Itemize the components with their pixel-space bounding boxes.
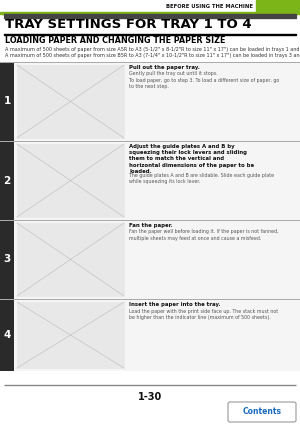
Bar [4,14,296,16]
Text: BEFORE USING THE MACHINE: BEFORE USING THE MACHINE [166,3,253,8]
Bar [0,220,300,299]
Text: A maximum of 500 sheets of paper from size B5R to A3 (7-1/4" x 10-1/2"R to size : A maximum of 500 sheets of paper from si… [5,53,300,58]
Text: A maximum of 500 sheets of paper from size A5R to A3 (5-1/2" x 8-1/2"R to size 1: A maximum of 500 sheets of paper from si… [5,47,300,52]
Bar [0,12,300,14]
Bar [0,299,300,371]
Bar [0,0,300,12]
Text: 1: 1 [3,97,10,106]
Bar [4,34,296,35]
Text: Pull out the paper tray.: Pull out the paper tray. [129,65,200,70]
Text: 2: 2 [3,176,10,186]
Bar [256,0,300,12]
Bar [0,141,300,220]
Text: Load the paper with the print side face up. The stack must not
be higher than th: Load the paper with the print side face … [129,309,278,320]
Bar [0,62,14,141]
Text: Insert the paper into the tray.: Insert the paper into the tray. [129,302,220,307]
FancyBboxPatch shape [228,402,296,422]
Bar [17,144,124,217]
Bar [0,141,14,220]
Bar [0,141,300,142]
Text: TRAY SETTINGS FOR TRAY 1 TO 4: TRAY SETTINGS FOR TRAY 1 TO 4 [5,18,252,31]
Text: LOADING PAPER AND CHANGING THE PAPER SIZE: LOADING PAPER AND CHANGING THE PAPER SIZ… [5,36,225,45]
Text: 4: 4 [3,330,11,340]
Text: The guide plates A and B are slidable. Slide each guide plate
while squeezing it: The guide plates A and B are slidable. S… [129,173,274,184]
Bar [17,223,124,296]
Text: Contents: Contents [242,407,281,416]
Bar [0,299,14,371]
Bar [0,220,14,299]
Bar [17,302,124,368]
Bar [17,65,124,138]
Text: Fan the paper.: Fan the paper. [129,223,172,228]
Bar [0,62,300,141]
Text: Adjust the guide plates A and B by
squeezing their lock levers and sliding
them : Adjust the guide plates A and B by squee… [129,144,254,174]
Text: Gently pull the tray out until it stops.
To load paper, go to step 3. To load a : Gently pull the tray out until it stops.… [129,72,279,89]
Text: 1-30: 1-30 [138,392,162,402]
Text: 3: 3 [3,254,10,265]
Text: Fan the paper well before loading it. If the paper is not fanned,
multiple sheet: Fan the paper well before loading it. If… [129,229,279,241]
